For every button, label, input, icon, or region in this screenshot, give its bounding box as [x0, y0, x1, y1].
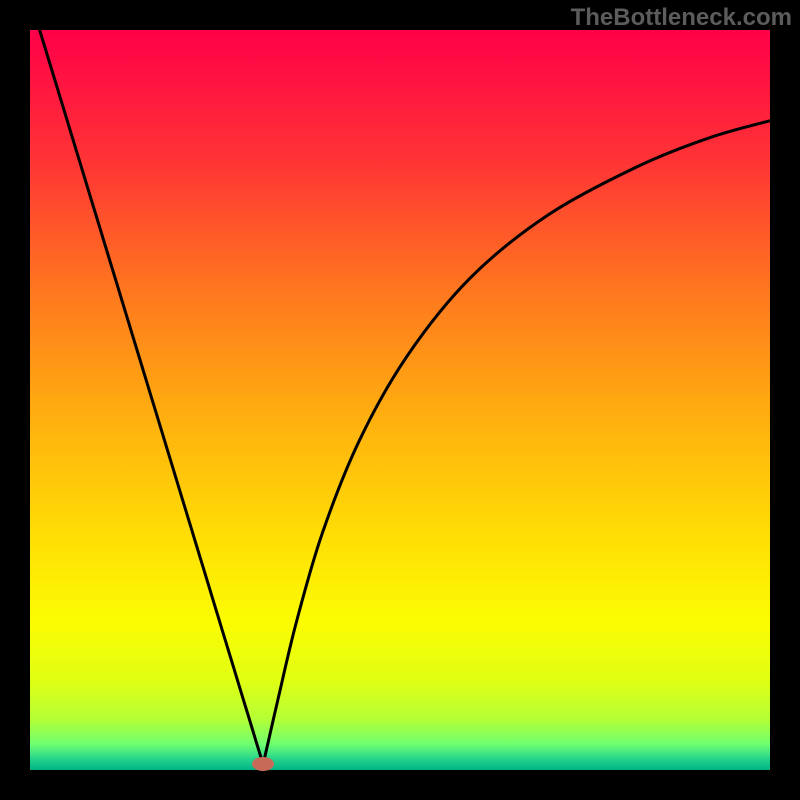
watermark-label: TheBottleneck.com — [571, 4, 792, 32]
minimum-marker — [252, 757, 274, 771]
plot-area — [30, 30, 770, 770]
curve-layer — [30, 30, 770, 770]
bottleneck-curve — [37, 30, 770, 764]
chart-container: TheBottleneck.com — [0, 0, 800, 800]
